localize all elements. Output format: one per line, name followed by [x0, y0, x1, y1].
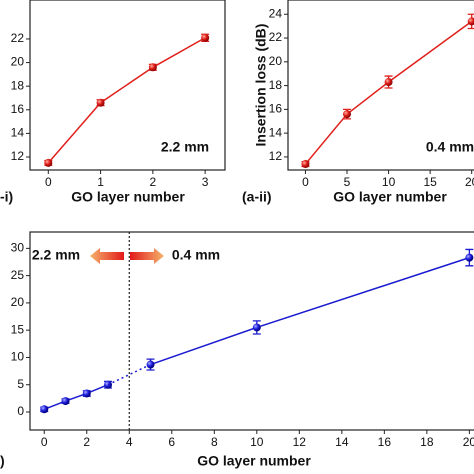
y-tick-label: 20	[11, 295, 25, 309]
axes-frame	[29, 231, 474, 431]
point	[61, 397, 70, 406]
series-line	[150, 256, 470, 366]
series-line	[47, 37, 206, 164]
y-tick-label: 22	[11, 31, 25, 45]
x-tick-label: 12	[293, 435, 307, 449]
axes-frame	[287, 0, 474, 171]
x-axis-title: GO layer number	[197, 453, 311, 469]
arrow	[130, 248, 164, 264]
y-tick-label: 12	[269, 149, 283, 163]
x-axis-title: GO layer number	[333, 189, 447, 205]
point	[82, 389, 91, 398]
x-tick-label: 8	[211, 435, 218, 449]
y-tick-label: 12	[11, 149, 25, 163]
y-tick-label: 18	[11, 78, 25, 92]
y-tick-label: 10	[11, 350, 25, 364]
panel-label: (a-ii)	[242, 189, 272, 205]
y-axis-title: Insertion loss (dB)	[253, 24, 269, 147]
point	[467, 17, 474, 26]
y-tick-label: 15	[11, 322, 25, 336]
y-tick-label: 20	[11, 55, 25, 69]
arrow	[90, 248, 124, 264]
x-tick-label: 18	[420, 435, 434, 449]
series-line	[304, 20, 473, 165]
plot-area	[301, 13, 474, 169]
x-tick-label: 1	[97, 175, 104, 189]
point	[201, 33, 210, 42]
point	[252, 323, 261, 332]
x-tick-label: 20	[463, 435, 474, 449]
annotation: 2.2 mm	[32, 247, 80, 263]
x-tick-label: 2	[150, 175, 157, 189]
annotation: 2.2 mm	[161, 139, 209, 155]
point	[96, 98, 105, 107]
plot-area	[44, 33, 210, 167]
x-tick-label: 20	[465, 175, 474, 189]
point	[465, 253, 474, 262]
x-tick-label: 6	[168, 435, 175, 449]
series-line	[43, 384, 109, 410]
panel-label: )	[0, 453, 5, 469]
y-tick-label: 14	[11, 126, 25, 140]
x-tick-label: 10	[250, 435, 264, 449]
annotation: 0.4 mm	[426, 139, 474, 155]
x-tick-label: 15	[423, 175, 437, 189]
y-tick-label: 16	[11, 102, 25, 116]
point	[384, 78, 393, 87]
point	[343, 110, 352, 119]
y-tick-label: 24	[269, 6, 283, 20]
y-tick-label: 25	[11, 268, 25, 282]
y-tick-label: 0	[17, 404, 24, 418]
y-tick-label: 30	[11, 241, 25, 255]
x-tick-label: 5	[344, 175, 351, 189]
plot-area	[40, 232, 474, 430]
x-tick-label: 10	[382, 175, 396, 189]
x-tick-label: 0	[302, 175, 309, 189]
point	[148, 63, 157, 72]
x-tick-label: 3	[202, 175, 209, 189]
x-tick-label: 16	[378, 435, 392, 449]
point	[40, 405, 49, 414]
y-tick-label: 16	[269, 102, 283, 116]
y-tick-label: 14	[269, 125, 283, 139]
point	[44, 158, 53, 167]
y-tick-label: 20	[269, 54, 283, 68]
x-tick-label: 0	[41, 435, 48, 449]
x-tick-label: 4	[126, 435, 133, 449]
panel-label: -i)	[0, 189, 13, 205]
point	[146, 360, 155, 369]
x-tick-label: 2	[83, 435, 90, 449]
y-tick-label: 5	[17, 377, 24, 391]
x-tick-label: 14	[335, 435, 349, 449]
point	[301, 160, 310, 169]
annotation: 0.4 mm	[172, 247, 220, 263]
x-axis-title: GO layer number	[71, 189, 185, 205]
axes-frame	[29, 0, 226, 171]
y-tick-label: 22	[269, 30, 283, 44]
x-tick-label: 0	[45, 175, 52, 189]
y-tick-label: 18	[269, 78, 283, 92]
